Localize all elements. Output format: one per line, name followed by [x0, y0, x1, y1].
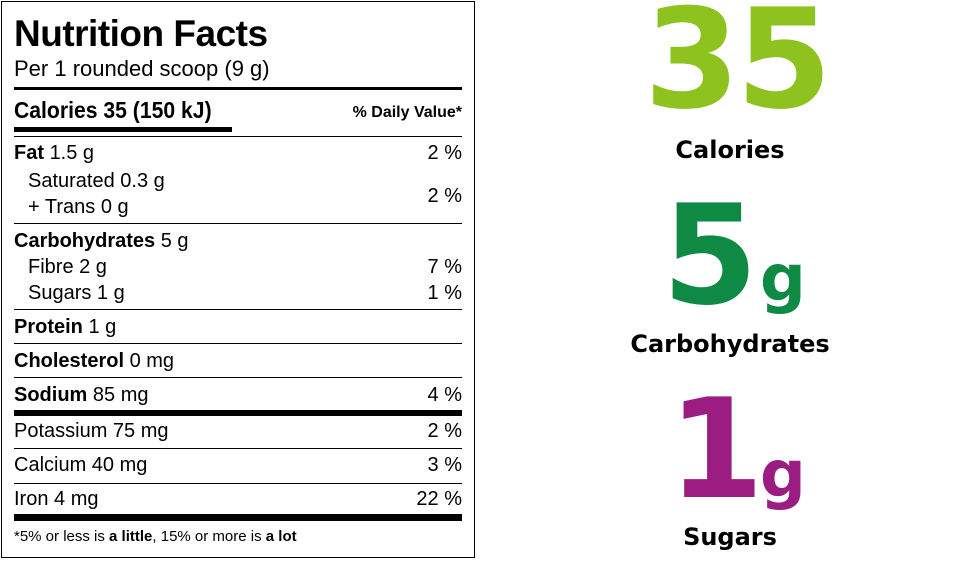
protein-amount: 1 g — [88, 316, 117, 338]
sugars-value: 1 — [668, 369, 764, 530]
potassium-label: Potassium 75 mg — [14, 420, 169, 442]
iron-pct: 22 % — [416, 488, 462, 510]
footnote: *5% or less is a little, 15% or more is … — [14, 527, 297, 547]
divider-thick — [14, 410, 462, 416]
sodium-name: Sodium — [14, 384, 88, 406]
label-title: Nutrition Facts — [14, 13, 268, 54]
serving-size: Per 1 rounded scoop (9 g) — [14, 56, 270, 81]
cholesterol-name: Cholesterol — [14, 350, 125, 372]
sugars-pct: 1 % — [427, 282, 462, 304]
protein-name: Protein — [14, 316, 83, 338]
fibre-label: Fibre 2 g — [28, 256, 107, 278]
daily-value-header: % Daily Value* — [352, 104, 462, 121]
calories-line: Calories 35 (150 kJ) — [14, 97, 212, 123]
calories-caption: Calories — [675, 136, 785, 164]
fat-name: Fat — [14, 142, 44, 164]
sodium-row: Sodium 85 mg 4 % — [14, 382, 462, 408]
sugars-label: Sugars 1 g — [28, 282, 125, 304]
potassium-pct: 2 % — [427, 420, 462, 442]
divider — [14, 343, 462, 344]
calcium-label: Calcium 40 mg — [14, 454, 148, 476]
carbohydrates-amount: 5 g — [160, 230, 189, 252]
fat-pct: 2 % — [427, 142, 462, 164]
carbohydrates-unit: g — [760, 242, 806, 316]
calories-value: 35 — [644, 0, 832, 140]
divider-thick — [14, 87, 462, 90]
calories-underline — [14, 127, 232, 132]
footnote-lot: a lot — [265, 528, 297, 545]
sat-trans-pct: 2 % — [427, 185, 462, 207]
footnote-text: , 15% or more is — [152, 528, 266, 545]
divider — [14, 377, 462, 378]
cholesterol-amount: 0 mg — [129, 350, 175, 372]
divider — [14, 223, 462, 224]
cholesterol-row: Cholesterol 0 mg — [14, 348, 462, 374]
potassium-row: Potassium 75 mg 2 % — [14, 418, 462, 444]
divider — [14, 309, 462, 310]
divider-thick — [14, 514, 462, 521]
iron-label: Iron 4 mg — [14, 488, 99, 510]
fat-amount: 1.5 g — [49, 142, 95, 164]
fat-row: Fat 1.5 g 2 % — [14, 140, 462, 166]
sodium-amount: 85 mg — [92, 384, 149, 406]
iron-row: Iron 4 mg 22 % — [14, 486, 462, 512]
footnote-little: a little — [109, 528, 153, 545]
carbohydrates-row: Carbohydrates 5 g — [14, 228, 462, 254]
carbohydrates-caption: Carbohydrates — [630, 330, 830, 358]
divider — [14, 136, 462, 137]
trans-fat: + Trans 0 g — [28, 196, 129, 218]
footnote-text: *5% or less is — [14, 528, 110, 545]
protein-row: Protein 1 g — [14, 314, 462, 340]
sugars-unit: g — [760, 438, 806, 512]
saturated-fat: Saturated 0.3 g — [28, 170, 165, 192]
nutrition-facts-label: Nutrition Facts Per 1 rounded scoop (9 g… — [1, 1, 475, 558]
divider — [14, 448, 462, 449]
carbohydrates-value: 5 — [662, 175, 758, 336]
sugars-caption: Sugars — [683, 523, 777, 551]
calcium-row: Calcium 40 mg 3 % — [14, 452, 462, 478]
calcium-pct: 3 % — [427, 454, 462, 476]
sodium-pct: 4 % — [427, 384, 462, 406]
carbohydrates-name: Carbohydrates — [14, 230, 156, 252]
divider — [14, 483, 462, 484]
fibre-pct: 7 % — [427, 256, 462, 278]
